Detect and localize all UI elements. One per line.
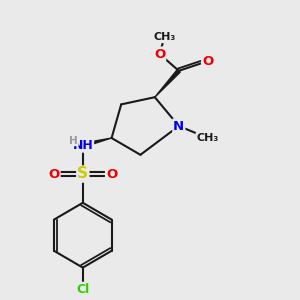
Text: CH₃: CH₃	[153, 32, 176, 42]
Text: O: O	[48, 167, 60, 181]
Text: O: O	[154, 47, 165, 61]
Text: CH₃: CH₃	[196, 133, 219, 143]
Polygon shape	[155, 70, 180, 97]
Text: S: S	[77, 167, 88, 182]
Text: N: N	[173, 119, 184, 133]
Polygon shape	[82, 138, 112, 147]
Text: Cl: Cl	[76, 283, 89, 296]
Text: NH: NH	[72, 139, 93, 152]
Text: H: H	[69, 136, 78, 146]
Text: O: O	[202, 55, 213, 68]
Text: O: O	[106, 167, 117, 181]
